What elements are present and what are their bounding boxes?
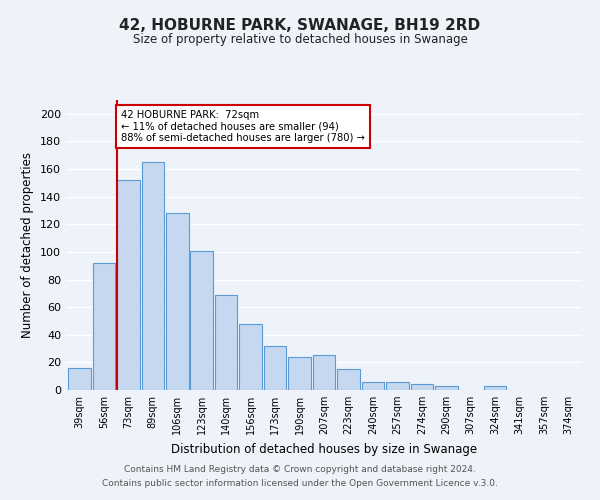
Bar <box>142 162 164 390</box>
Bar <box>190 250 213 390</box>
Bar <box>215 294 238 390</box>
Bar <box>68 368 91 390</box>
Bar <box>264 346 286 390</box>
Bar <box>484 386 506 390</box>
Bar <box>410 384 433 390</box>
Bar <box>313 356 335 390</box>
Bar <box>288 357 311 390</box>
Bar <box>239 324 262 390</box>
Text: Contains HM Land Registry data © Crown copyright and database right 2024.
Contai: Contains HM Land Registry data © Crown c… <box>102 466 498 487</box>
Bar <box>435 386 458 390</box>
Text: Size of property relative to detached houses in Swanage: Size of property relative to detached ho… <box>133 32 467 46</box>
Bar <box>386 382 409 390</box>
Y-axis label: Number of detached properties: Number of detached properties <box>22 152 34 338</box>
Bar <box>117 180 140 390</box>
Bar <box>362 382 384 390</box>
X-axis label: Distribution of detached houses by size in Swanage: Distribution of detached houses by size … <box>171 442 477 456</box>
Bar <box>166 213 188 390</box>
Bar <box>92 263 115 390</box>
Bar <box>337 370 360 390</box>
Text: 42, HOBURNE PARK, SWANAGE, BH19 2RD: 42, HOBURNE PARK, SWANAGE, BH19 2RD <box>119 18 481 32</box>
Text: 42 HOBURNE PARK:  72sqm
← 11% of detached houses are smaller (94)
88% of semi-de: 42 HOBURNE PARK: 72sqm ← 11% of detached… <box>121 110 365 143</box>
